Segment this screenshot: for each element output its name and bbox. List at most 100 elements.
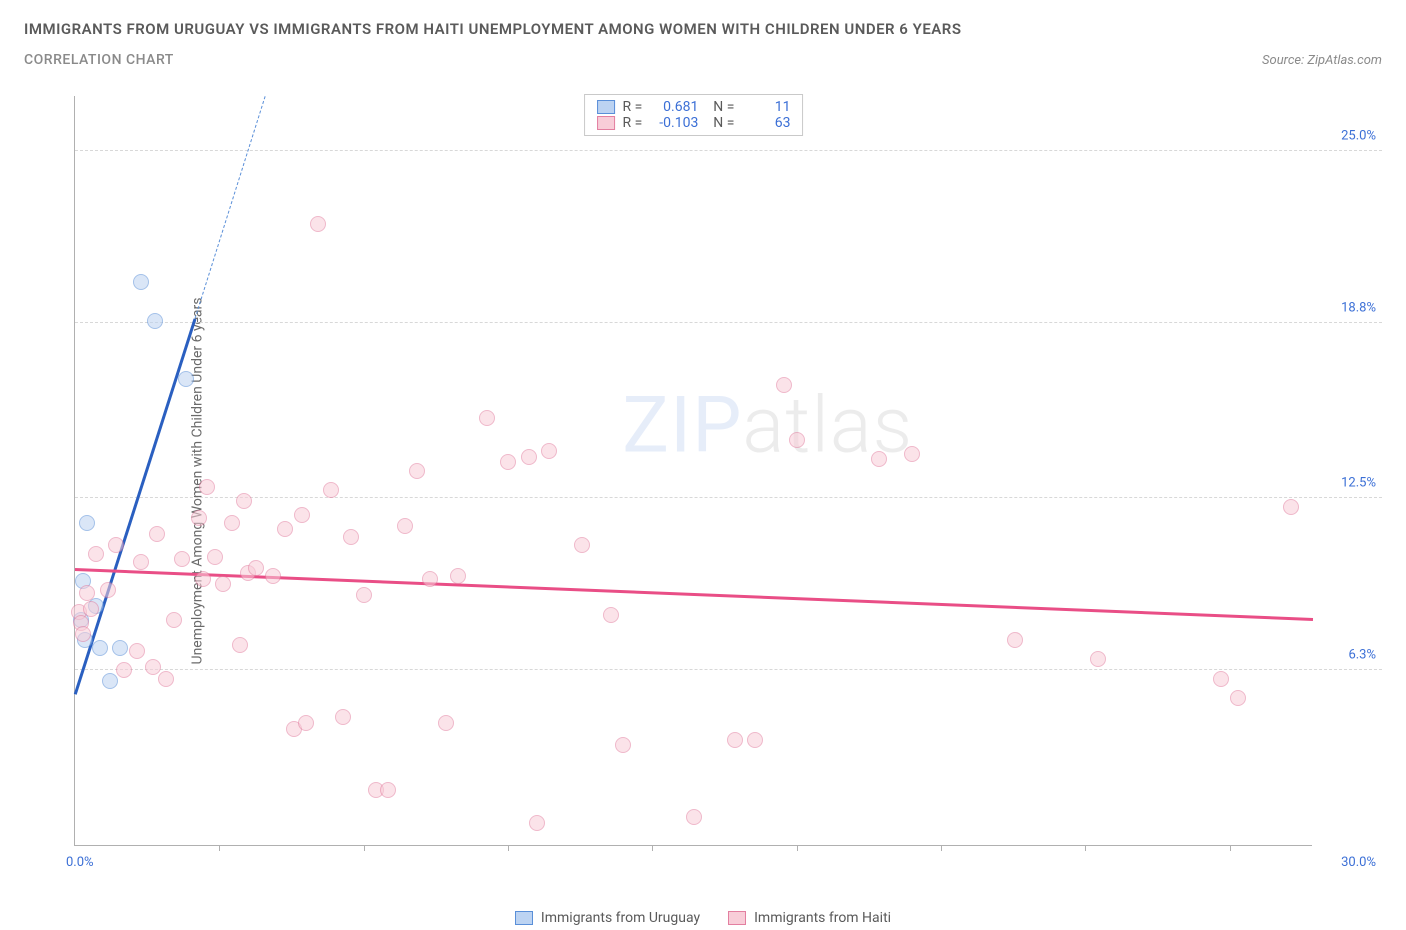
data-point-haiti: [191, 510, 207, 526]
chart-subtitle: CORRELATION CHART: [24, 52, 174, 68]
data-point-uruguay: [147, 313, 163, 329]
r-value-haiti: -0.103: [650, 115, 698, 131]
data-point-haiti: [1230, 690, 1246, 706]
data-point-haiti: [79, 585, 95, 601]
data-point-haiti: [310, 216, 326, 232]
data-point-haiti: [265, 568, 281, 584]
series-legend: Immigrants from Uruguay Immigrants from H…: [0, 910, 1406, 926]
data-point-haiti: [422, 571, 438, 587]
n-value-haiti: 63: [742, 115, 790, 131]
data-point-haiti: [904, 446, 920, 462]
legend-item-uruguay: Immigrants from Uruguay: [515, 910, 700, 926]
data-point-haiti: [215, 576, 231, 592]
data-point-haiti: [277, 521, 293, 537]
r-value-uruguay: 0.681: [650, 99, 698, 115]
y-tick-label: 25.0%: [1341, 129, 1376, 144]
gridline: [75, 150, 1382, 151]
gridline: [75, 497, 1382, 498]
data-point-uruguay: [102, 673, 118, 689]
data-point-haiti: [615, 737, 631, 753]
data-point-haiti: [1090, 651, 1106, 667]
source-credit: Source: ZipAtlas.com: [1262, 53, 1382, 68]
x-tick: [1085, 845, 1086, 851]
swatch-uruguay: [597, 100, 615, 114]
data-point-haiti: [207, 549, 223, 565]
data-point-haiti: [236, 493, 252, 509]
data-point-haiti: [747, 732, 763, 748]
data-point-haiti: [397, 518, 413, 534]
stats-row-uruguay: R = 0.681 N = 11: [597, 99, 791, 115]
data-point-haiti: [438, 715, 454, 731]
data-point-haiti: [129, 643, 145, 659]
data-point-haiti: [380, 782, 396, 798]
plot-region: ZIPatlas R = 0.681 N = 11R = -0.103 N = 63 6…: [74, 96, 1312, 846]
gridline: [75, 322, 1382, 323]
subtitle-row: CORRELATION CHART Source: ZipAtlas.com: [24, 52, 1382, 68]
swatch-haiti: [597, 116, 615, 130]
x-axis-min-label: 0.0%: [66, 855, 94, 870]
x-tick: [941, 845, 942, 851]
data-point-haiti: [149, 526, 165, 542]
y-tick-label: 6.3%: [1348, 648, 1376, 663]
watermark-thin: atlas: [742, 380, 913, 471]
stats-legend: R = 0.681 N = 11R = -0.103 N = 63: [584, 94, 804, 136]
gridline: [75, 669, 1382, 670]
trend-line-extrapolation: [194, 96, 265, 319]
x-tick: [1230, 845, 1231, 851]
data-point-haiti: [529, 815, 545, 831]
legend-label-haiti: Immigrants from Haiti: [754, 910, 891, 926]
data-point-haiti: [116, 662, 132, 678]
data-point-haiti: [166, 612, 182, 628]
data-point-haiti: [199, 479, 215, 495]
stats-row-haiti: R =-0.103 N =63: [597, 115, 791, 131]
data-point-haiti: [83, 601, 99, 617]
data-point-haiti: [450, 568, 466, 584]
data-point-haiti: [500, 454, 516, 470]
data-point-haiti: [521, 449, 537, 465]
data-point-haiti: [133, 554, 149, 570]
data-point-haiti: [727, 732, 743, 748]
watermark: ZIPatlas: [622, 380, 913, 471]
data-point-haiti: [776, 377, 792, 393]
data-point-haiti: [479, 410, 495, 426]
data-point-haiti: [75, 626, 91, 642]
data-point-uruguay: [79, 515, 95, 531]
header: IMMIGRANTS FROM URUGUAY VS IMMIGRANTS FR…: [0, 0, 1406, 74]
r-label: R =: [623, 99, 643, 115]
data-point-uruguay: [112, 640, 128, 656]
x-tick: [652, 845, 653, 851]
data-point-haiti: [603, 607, 619, 623]
data-point-haiti: [789, 432, 805, 448]
x-axis-max-label: 30.0%: [1341, 855, 1376, 870]
x-tick: [364, 845, 365, 851]
data-point-haiti: [174, 551, 190, 567]
data-point-haiti: [108, 537, 124, 553]
chart-title: IMMIGRANTS FROM URUGUAY VS IMMIGRANTS FR…: [24, 20, 1382, 38]
data-point-haiti: [100, 582, 116, 598]
data-point-haiti: [574, 537, 590, 553]
data-point-haiti: [1213, 671, 1229, 687]
data-point-haiti: [195, 571, 211, 587]
r-label: R =: [623, 115, 643, 131]
watermark-bold: ZIP: [622, 380, 742, 471]
data-point-haiti: [158, 671, 174, 687]
n-value-uruguay: 11: [742, 99, 790, 115]
data-point-haiti: [232, 637, 248, 653]
data-point-haiti: [224, 515, 240, 531]
swatch-haiti: [728, 911, 746, 925]
data-point-haiti: [871, 451, 887, 467]
data-point-haiti: [294, 507, 310, 523]
x-tick: [508, 845, 509, 851]
data-point-haiti: [335, 709, 351, 725]
data-point-haiti: [298, 715, 314, 731]
data-point-haiti: [88, 546, 104, 562]
data-point-uruguay: [92, 640, 108, 656]
legend-label-uruguay: Immigrants from Uruguay: [541, 910, 700, 926]
y-tick-label: 12.5%: [1341, 476, 1376, 491]
chart-area: Unemployment Among Women with Children U…: [24, 96, 1382, 866]
n-label: N =: [706, 99, 734, 115]
data-point-uruguay: [178, 371, 194, 387]
swatch-uruguay: [515, 911, 533, 925]
data-point-haiti: [409, 463, 425, 479]
data-point-haiti: [541, 443, 557, 459]
